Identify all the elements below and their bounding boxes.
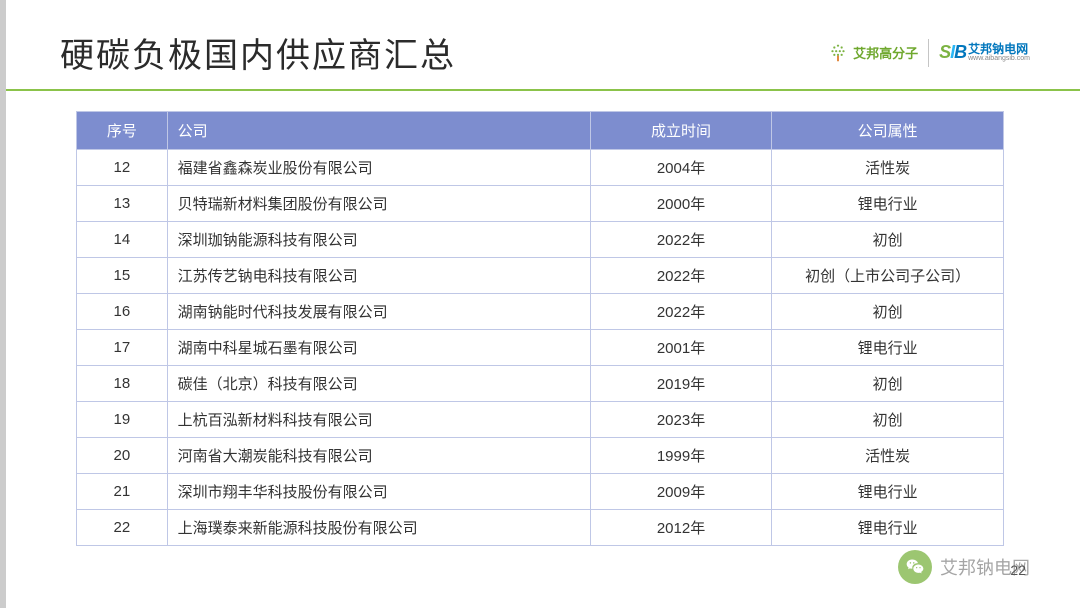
table-cell: 上杭百泓新材料科技有限公司 — [167, 402, 590, 438]
table-cell: 活性炭 — [772, 150, 1004, 186]
table-cell: 江苏传艺钠电科技有限公司 — [167, 258, 590, 294]
supplier-table: 序号 公司 成立时间 公司属性 12福建省鑫森炭业股份有限公司2004年活性炭1… — [76, 111, 1004, 546]
table-cell: 上海璞泰来新能源科技股份有限公司 — [167, 510, 590, 546]
logo-group: 艾邦高分子 SIB 艾邦钠电网 www.aibangsib.com — [827, 39, 1030, 67]
left-accent-bar — [0, 0, 6, 608]
table-cell: 15 — [77, 258, 168, 294]
table-cell: 初创（上市公司子公司） — [772, 258, 1004, 294]
table-row: 17湖南中科星城石墨有限公司2001年锂电行业 — [77, 330, 1004, 366]
divider-line — [0, 89, 1080, 91]
table-cell: 贝特瑞新材料集团股份有限公司 — [167, 186, 590, 222]
table-cell: 19 — [77, 402, 168, 438]
table-cell: 活性炭 — [772, 438, 1004, 474]
table-cell: 湖南中科星城石墨有限公司 — [167, 330, 590, 366]
table-cell: 深圳市翔丰华科技股份有限公司 — [167, 474, 590, 510]
table-cell: 2009年 — [590, 474, 771, 510]
table-cell: 锂电行业 — [772, 330, 1004, 366]
table-cell: 21 — [77, 474, 168, 510]
logo-divider — [928, 39, 929, 67]
table-cell: 16 — [77, 294, 168, 330]
table-cell: 碳佳（北京）科技有限公司 — [167, 366, 590, 402]
table-row: 12福建省鑫森炭业股份有限公司2004年活性炭 — [77, 150, 1004, 186]
table-cell: 17 — [77, 330, 168, 366]
table-cell: 13 — [77, 186, 168, 222]
table-cell: 1999年 — [590, 438, 771, 474]
table-cell: 2000年 — [590, 186, 771, 222]
table-cell: 2023年 — [590, 402, 771, 438]
logo-aibang-polymer: 艾邦高分子 — [827, 42, 918, 64]
table-cell: 18 — [77, 366, 168, 402]
table-cell: 20 — [77, 438, 168, 474]
page-title: 硬碳负极国内供应商汇总 — [60, 28, 456, 77]
table-cell: 初创 — [772, 294, 1004, 330]
table-cell: 2019年 — [590, 366, 771, 402]
wechat-icon — [898, 550, 932, 584]
table-row: 18碳佳（北京）科技有限公司2019年初创 — [77, 366, 1004, 402]
table-cell: 初创 — [772, 366, 1004, 402]
table-row: 19上杭百泓新材料科技有限公司2023年初创 — [77, 402, 1004, 438]
th-company: 公司 — [167, 112, 590, 150]
tree-icon — [827, 42, 849, 64]
th-year: 成立时间 — [590, 112, 771, 150]
table-cell: 2001年 — [590, 330, 771, 366]
table-row: 16湖南钠能时代科技发展有限公司2022年初创 — [77, 294, 1004, 330]
table-cell: 2022年 — [590, 258, 771, 294]
th-attr: 公司属性 — [772, 112, 1004, 150]
table-cell: 2022年 — [590, 222, 771, 258]
table-cell: 12 — [77, 150, 168, 186]
table-cell: 湖南钠能时代科技发展有限公司 — [167, 294, 590, 330]
table-cell: 深圳珈钠能源科技有限公司 — [167, 222, 590, 258]
th-index: 序号 — [77, 112, 168, 150]
sib-wordmark: SIB — [939, 42, 966, 63]
table-header-row: 序号 公司 成立时间 公司属性 — [77, 112, 1004, 150]
table-cell: 锂电行业 — [772, 186, 1004, 222]
table-cell: 22 — [77, 510, 168, 546]
logo1-text: 艾邦高分子 — [853, 43, 918, 62]
table-cell: 14 — [77, 222, 168, 258]
header: 硬碳负极国内供应商汇总 艾邦高分子 SIB 艾邦钠电网 www.aibangsi… — [0, 0, 1080, 89]
table-cell: 锂电行业 — [772, 510, 1004, 546]
logo-sib: SIB 艾邦钠电网 www.aibangsib.com — [939, 42, 1030, 63]
table-row: 22上海璞泰来新能源科技股份有限公司2012年锂电行业 — [77, 510, 1004, 546]
table-row: 20河南省大潮炭能科技有限公司1999年活性炭 — [77, 438, 1004, 474]
table-row: 15江苏传艺钠电科技有限公司2022年初创（上市公司子公司） — [77, 258, 1004, 294]
table-row: 13贝特瑞新材料集团股份有限公司2000年锂电行业 — [77, 186, 1004, 222]
logo2-cn: 艾邦钠电网 — [968, 43, 1030, 55]
table-cell: 初创 — [772, 402, 1004, 438]
table-row: 21深圳市翔丰华科技股份有限公司2009年锂电行业 — [77, 474, 1004, 510]
logo2-url: www.aibangsib.com — [968, 55, 1030, 62]
page-number: 22 — [1010, 562, 1026, 578]
table-cell: 2022年 — [590, 294, 771, 330]
table-cell: 河南省大潮炭能科技有限公司 — [167, 438, 590, 474]
table-row: 14深圳珈钠能源科技有限公司2022年初创 — [77, 222, 1004, 258]
table-cell: 2004年 — [590, 150, 771, 186]
table-container: 序号 公司 成立时间 公司属性 12福建省鑫森炭业股份有限公司2004年活性炭1… — [0, 111, 1080, 546]
table-cell: 初创 — [772, 222, 1004, 258]
table-cell: 2012年 — [590, 510, 771, 546]
table-cell: 福建省鑫森炭业股份有限公司 — [167, 150, 590, 186]
table-cell: 锂电行业 — [772, 474, 1004, 510]
